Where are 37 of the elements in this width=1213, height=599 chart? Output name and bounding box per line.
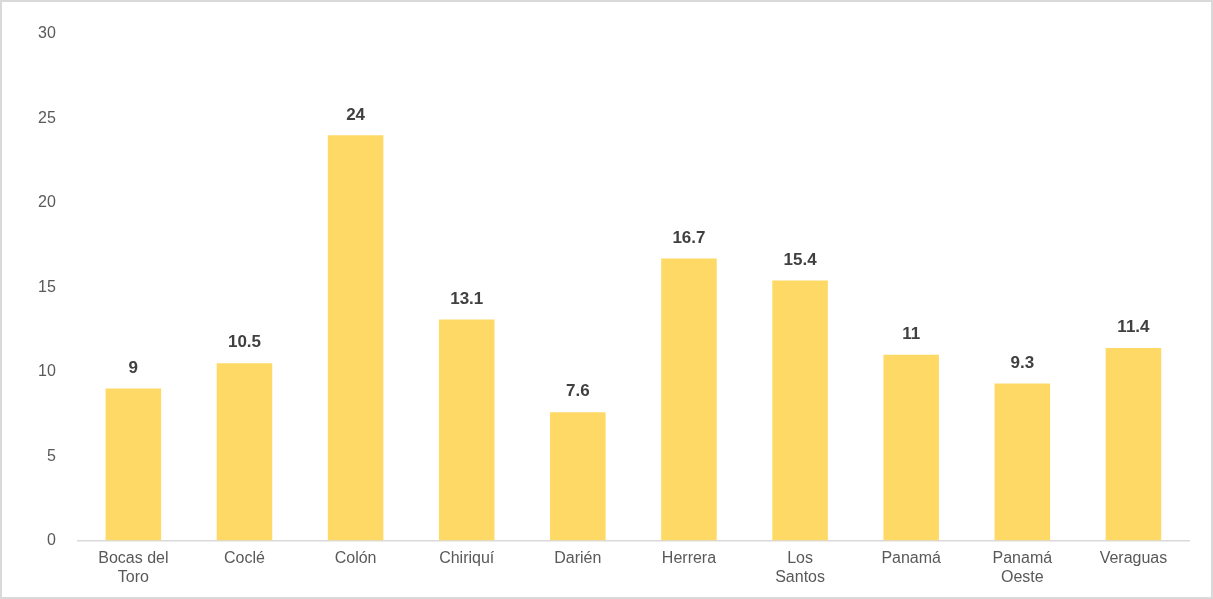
bar bbox=[105, 388, 162, 541]
data-label: 10.5 bbox=[227, 332, 262, 352]
bar bbox=[216, 363, 273, 541]
y-tick-label: 15 bbox=[38, 277, 56, 295]
x-tick-label: Darién bbox=[554, 548, 602, 566]
data-label: 15.4 bbox=[783, 249, 818, 269]
x-tick-label: Herrera bbox=[661, 548, 717, 566]
bar bbox=[883, 354, 939, 541]
y-tick-label: 20 bbox=[38, 193, 56, 211]
x-tick-label: Veraguas bbox=[1099, 548, 1168, 566]
bar bbox=[327, 135, 384, 541]
x-tick-label: Coclé bbox=[224, 548, 266, 566]
x-tick-label: Panamá bbox=[881, 548, 942, 566]
bar bbox=[438, 319, 495, 541]
data-label: 16.7 bbox=[672, 227, 706, 247]
bar bbox=[994, 383, 1051, 541]
x-tick-label: Bocas del Toro bbox=[98, 548, 169, 585]
x-tick-label: Panamá Oeste bbox=[992, 548, 1053, 585]
x-tick-label: Colón bbox=[334, 548, 377, 566]
bar bbox=[1105, 348, 1162, 541]
bar bbox=[661, 258, 717, 541]
y-tick-label: 5 bbox=[46, 446, 56, 464]
x-tick-label: Los Santos bbox=[775, 548, 825, 585]
data-label: 9 bbox=[128, 357, 139, 377]
y-tick-label: 10 bbox=[38, 362, 56, 380]
y-tick-label: 30 bbox=[38, 24, 56, 42]
data-label: 24 bbox=[346, 104, 366, 124]
data-label: 11.4 bbox=[1117, 317, 1151, 337]
x-tick-label: Chiriquí bbox=[439, 548, 495, 566]
bar bbox=[550, 412, 606, 541]
data-label: 11 bbox=[902, 324, 921, 344]
data-label: 9.3 bbox=[1010, 352, 1035, 372]
data-label: 13.1 bbox=[450, 288, 484, 308]
bar bbox=[772, 280, 828, 541]
data-label: 7.6 bbox=[566, 381, 590, 401]
y-tick-label: 25 bbox=[38, 108, 56, 126]
y-tick-label: 0 bbox=[46, 531, 56, 549]
